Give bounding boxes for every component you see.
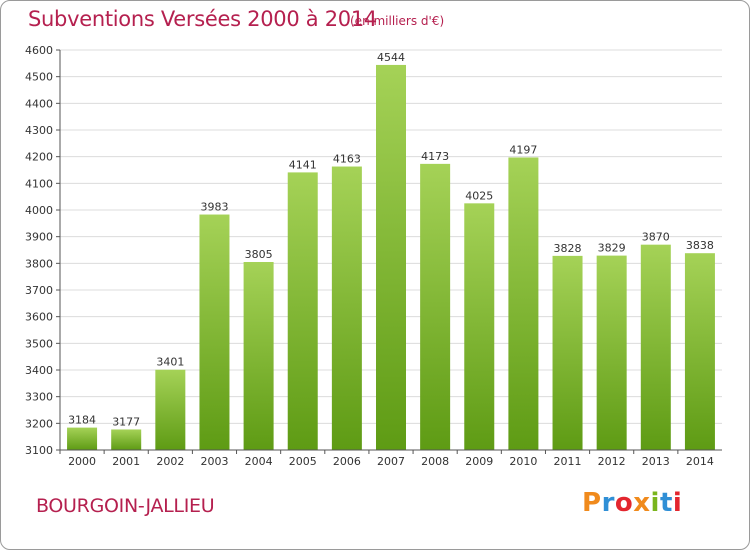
x-tick-label: 2012 (598, 455, 626, 468)
chart-title: Subventions Versées 2000 à 2014 (28, 7, 377, 31)
data-label: 3828 (554, 242, 582, 255)
y-tick-label: 3500 (25, 337, 53, 350)
x-tick-label: 2011 (554, 455, 582, 468)
x-tick-label: 2006 (333, 455, 361, 468)
data-label: 4141 (289, 158, 317, 171)
logo-letter: t (659, 488, 673, 518)
data-label: 3177 (112, 415, 140, 428)
x-tick-label: 2010 (509, 455, 537, 468)
bar (684, 253, 715, 450)
data-label: 4544 (377, 51, 405, 64)
logo-letter: P (582, 488, 602, 518)
bar (331, 166, 362, 451)
logo-letter: o (614, 488, 634, 518)
y-tick-label: 3200 (25, 417, 53, 430)
x-tick-label: 2004 (245, 455, 273, 468)
bar (640, 244, 671, 450)
bar (508, 157, 539, 450)
bar (243, 262, 274, 450)
x-tick-label: 2001 (112, 455, 140, 468)
data-label: 4173 (421, 150, 449, 163)
data-label: 3829 (598, 242, 626, 255)
bar (420, 163, 451, 450)
chart-subtitle: (en milliers d'€) (350, 14, 445, 28)
bar (596, 255, 627, 450)
logo-letter: x (633, 488, 651, 518)
x-tick-label: 2002 (156, 455, 184, 468)
data-label: 3870 (642, 231, 670, 244)
y-tick-label: 4100 (25, 177, 53, 190)
bar (464, 203, 495, 450)
y-tick-label: 4400 (25, 97, 53, 110)
x-tick-label: 2009 (465, 455, 493, 468)
y-tick-label: 3300 (25, 391, 53, 404)
axes: 3100 3200 3300 3400 3500 3600 3700 3800 3900 4000… (25, 44, 722, 468)
x-tick-label: 2005 (289, 455, 317, 468)
logo-letter: r (601, 488, 615, 518)
bar (67, 427, 98, 450)
y-tick-label: 3400 (25, 364, 53, 377)
bar (111, 429, 142, 450)
y-tick-label: 4200 (25, 151, 53, 164)
bar (199, 214, 230, 450)
data-label: 4025 (465, 189, 493, 202)
data-label: 4163 (333, 153, 361, 166)
y-tick-label: 4600 (25, 44, 53, 57)
bar (376, 64, 406, 450)
bar (155, 369, 186, 450)
data-label: 3805 (245, 248, 273, 261)
x-tick-label: 2008 (421, 455, 449, 468)
data-label: 4197 (509, 143, 537, 156)
bars: 3184 3177 3401 3983 3805 4141 4163 4544 4173 4025… (67, 51, 715, 451)
logo-letter: i (650, 488, 660, 518)
data-label: 3401 (156, 356, 184, 369)
y-tick-label: 3800 (25, 257, 53, 270)
data-label: 3184 (68, 414, 96, 427)
y-tick-label: 3700 (25, 284, 53, 297)
y-tick-label: 4000 (25, 204, 53, 217)
bar (287, 172, 318, 450)
x-tick-label: 2000 (68, 455, 96, 468)
y-tick-label: 4500 (25, 71, 53, 84)
y-tick-label: 4300 (25, 124, 53, 137)
logo-letter: i (672, 488, 683, 518)
y-tick-label: 3600 (25, 311, 53, 324)
x-tick-label: 2007 (377, 455, 405, 468)
x-tick-label: 2003 (200, 455, 228, 468)
city-name: BOURGOIN-JALLIEU (36, 495, 215, 517)
proxiti-logo[interactable]: Proxiti (582, 488, 682, 518)
data-label: 3983 (200, 201, 228, 214)
x-tick-label: 2013 (642, 455, 670, 468)
data-label: 3838 (686, 239, 714, 252)
y-tick-label: 3100 (25, 444, 53, 457)
x-tick-label: 2014 (686, 455, 714, 468)
bar (552, 255, 583, 450)
y-tick-label: 3900 (25, 231, 53, 244)
